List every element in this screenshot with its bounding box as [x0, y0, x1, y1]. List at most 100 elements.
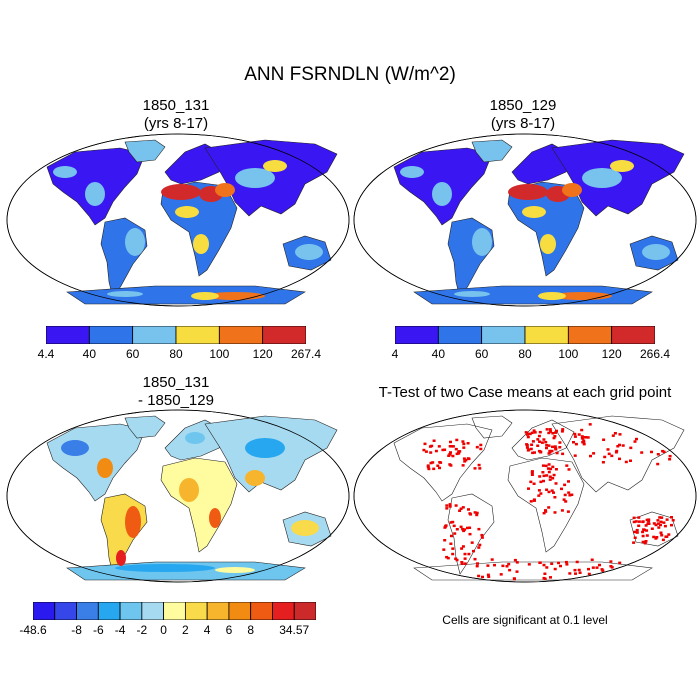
- ttest-sig-cell-236: [652, 535, 656, 539]
- ttest-sig-cell-284: [553, 435, 557, 438]
- ttest-sig-cell-337: [565, 563, 569, 566]
- ttest-sig-cell-170: [656, 453, 660, 456]
- ttest-sig-cell-60: [461, 506, 465, 509]
- ttest-sig-cell-75: [445, 507, 449, 510]
- ttest-sig-cell-22: [436, 464, 440, 467]
- ttest-sig-cell-118: [545, 474, 549, 477]
- ttest-sig-cell-317: [525, 446, 529, 449]
- ttest-sig-cell-175: [640, 451, 644, 454]
- ttest-sig-cell-155: [551, 465, 555, 469]
- case1-field-11: [191, 292, 219, 300]
- ttest-sig-cell-274: [550, 449, 554, 453]
- ttest-sig-cell-184: [583, 436, 587, 439]
- map-difference: [6, 409, 350, 583]
- ttest-sig-cell-54: [461, 464, 465, 467]
- ttest-sig-cell-273: [529, 447, 533, 451]
- ttest-sig-cell-261: [659, 520, 663, 524]
- ttest-sig-cell-310: [538, 430, 542, 434]
- ttest-sig-cell-63: [451, 520, 455, 524]
- ttest-sig-cell-191: [633, 440, 637, 443]
- ttest-sig-cell-31: [448, 452, 452, 456]
- ttest-sig-cell-131: [553, 511, 557, 514]
- ttest-sig-cell-78: [459, 525, 463, 529]
- ttest-sig-cell-50: [429, 461, 433, 465]
- ttest-sig-cell-165: [580, 435, 584, 438]
- case1-field-7: [295, 244, 323, 260]
- ttest-sig-cell-153: [542, 511, 546, 515]
- ttest-sig-cell-146: [544, 509, 547, 512]
- case1-field-4: [193, 234, 209, 254]
- ttest-sig-cell-330: [591, 566, 595, 569]
- ttest-sig-cell-173: [635, 437, 638, 441]
- ttest-sig-cell-319: [547, 452, 551, 455]
- ttest-sig-cell-94: [462, 529, 466, 533]
- ttest-sig-cell-29: [462, 457, 466, 460]
- ttest-globe-outline: [353, 409, 697, 583]
- ttest-sig-cell-15: [462, 446, 466, 449]
- ttest-sig-cell-59: [475, 511, 479, 515]
- ttest-sig-cell-70: [460, 547, 464, 550]
- panel3-title: 1850_131 - 1850_129: [86, 374, 266, 410]
- ttest-sig-cell-87: [473, 557, 477, 561]
- ttest-sig-cell-219: [665, 518, 669, 521]
- ttest-sig-cell-224: [643, 542, 647, 545]
- case2-field-0: [508, 184, 548, 200]
- ttest-sig-cell-283: [532, 429, 536, 432]
- ttest-sig-cell-92: [468, 526, 472, 529]
- case1-colorbar-label: 120: [252, 347, 273, 361]
- ttest-sig-cell-132: [539, 480, 543, 484]
- ttest-sig-cell-247: [654, 537, 658, 540]
- case2-field-7: [642, 244, 670, 260]
- ttest-sig-cell-12: [429, 451, 433, 454]
- ttest-sig-cell-6: [461, 440, 465, 443]
- ttest-sig-cell-52: [423, 442, 427, 446]
- ttest-sig-cell-305: [536, 438, 540, 441]
- ttest-sig-cell-254: [650, 527, 654, 530]
- ttest-sig-cell-19: [431, 461, 435, 464]
- ttest-sig-cell-82: [468, 532, 472, 536]
- colorbar-difference: [33, 602, 316, 620]
- ttest-sig-cell-266: [555, 451, 559, 455]
- ttest-sig-cell-137: [532, 498, 536, 501]
- ttest-sig-cell-361: [543, 577, 547, 581]
- ttest-sig-cell-47: [427, 467, 431, 471]
- ttest-sig-cell-233: [667, 533, 671, 536]
- ttest-sig-cell-81: [446, 556, 450, 560]
- ttest-sig-cell-243: [670, 516, 673, 519]
- ttest-sig-cell-143: [550, 489, 554, 492]
- ttest-sig-cell-44: [438, 466, 441, 470]
- ttest-outline-af: [507, 457, 585, 553]
- ttest-sig-cell-256: [646, 522, 650, 525]
- case1-colorbar-box-3: [175, 326, 220, 344]
- ttest-sig-cell-7: [451, 445, 455, 448]
- case1-field-0: [161, 184, 201, 200]
- case2-field-2: [562, 183, 582, 197]
- ttest-sig-cell-296: [526, 435, 530, 439]
- panel1-title: 1850_131 (yrs 8-17): [86, 97, 266, 133]
- ttest-sig-cell-257: [641, 520, 645, 523]
- case2-colorbar-box-1: [437, 326, 483, 344]
- case2-colorbar-label: 120: [601, 347, 622, 361]
- difference-colorbar-label: 8: [247, 623, 255, 637]
- ttest-sig-cell-138: [570, 493, 574, 496]
- ttest-sig-cell-244: [644, 524, 648, 527]
- colorbar-case2: [395, 326, 655, 344]
- case2-land-gr: [471, 139, 513, 163]
- case1-colorbar-label: 4.4: [37, 347, 55, 361]
- ttest-sig-cell-320: [499, 573, 503, 576]
- ttest-sig-cell-126: [566, 510, 570, 513]
- ttest-sig-cell-217: [641, 534, 645, 538]
- difference-colorbar-box-4: [119, 602, 143, 620]
- ttest-sig-cell-18: [454, 447, 458, 451]
- ttest-sig-cell-353: [507, 562, 511, 566]
- ttest-sig-cell-67: [458, 509, 462, 512]
- difference-colorbar-box-1: [54, 602, 77, 620]
- ttest-sig-cell-251: [659, 531, 663, 534]
- ttest-sig-cell-188: [661, 449, 665, 453]
- ttest-sig-cell-231: [660, 534, 664, 537]
- case2-field-6: [610, 160, 634, 172]
- ttest-sig-cell-107: [466, 526, 469, 530]
- case2-colorbar-label: 40: [431, 347, 446, 361]
- ttest-sig-cell-161: [549, 467, 553, 471]
- panel1-title-line2: (yrs 8-17): [143, 115, 209, 132]
